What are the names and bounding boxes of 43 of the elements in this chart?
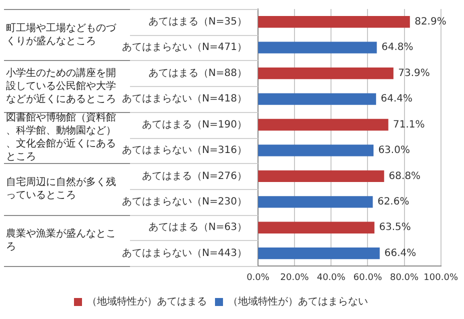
- data-label: 64.4%: [380, 94, 413, 105]
- x-tick-label: 80.0%: [390, 272, 420, 283]
- x-tick-label: 100.0%: [424, 272, 458, 283]
- bar: [258, 42, 377, 54]
- data-label: 63.5%: [379, 222, 411, 234]
- data-label: 71.1%: [393, 119, 425, 130]
- x-tick-label: 40.0%: [316, 272, 346, 283]
- y-tick-label: あてはまらない（N=418）: [122, 94, 247, 105]
- bar: [258, 67, 394, 80]
- x-tick-label: 60.0%: [353, 272, 382, 283]
- text: 町工場や工場などものづくりが盛んなところ: [6, 22, 117, 47]
- bar: [258, 196, 373, 208]
- data-label: 66.4%: [384, 248, 416, 259]
- bar: [258, 222, 374, 234]
- legend-label: （地域特性が）あてはまる: [87, 296, 207, 308]
- data-label: 64.8%: [381, 42, 414, 54]
- y-tick-label: あてはまる（N=35）: [148, 16, 247, 28]
- data-label: 68.8%: [388, 170, 421, 182]
- y-tick-label: あてはまらない（N=316）: [122, 145, 247, 156]
- x-tick-label: 20.0%: [280, 272, 310, 283]
- y-tick-label: あてはまらない（N=230）: [122, 196, 247, 208]
- data-label: 73.9%: [398, 68, 430, 79]
- text: 自宅周辺に自然が多く残っているところ: [6, 176, 116, 202]
- bar: [258, 16, 410, 28]
- text: 図書館や博物館（資料館、科学館、動物園など）、文化会館が近くにあるところ: [6, 112, 116, 163]
- y-tick-label: あてはまる（N=190）: [142, 119, 247, 130]
- y-tick-label: あてはまる（N=276）: [142, 170, 247, 182]
- y-tick-label: あてはまらない（N=443）: [122, 248, 247, 259]
- data-label: 62.6%: [377, 196, 410, 208]
- legend-label: （地域特性が）あてはまらない: [228, 296, 368, 308]
- data-label: 63.0%: [378, 145, 410, 156]
- text: 小学生のための講座を開設している公民館や大学などが近くにあるところ: [6, 66, 116, 105]
- data-label: 82.9%: [414, 16, 446, 28]
- x-tick-label: 0.0%: [246, 272, 270, 283]
- bar: [258, 118, 388, 131]
- y-tick-label: あてはまる（N=88）: [148, 68, 247, 79]
- bar: [258, 248, 380, 260]
- bar: [258, 93, 376, 105]
- y-tick-label: あてはまる（N=63）: [148, 222, 247, 234]
- bar: [258, 170, 384, 182]
- text: 農業や漁業が盛んなところ: [6, 228, 116, 253]
- y-tick-label: あてはまらない（N=471）: [122, 42, 247, 54]
- bar: [258, 144, 374, 156]
